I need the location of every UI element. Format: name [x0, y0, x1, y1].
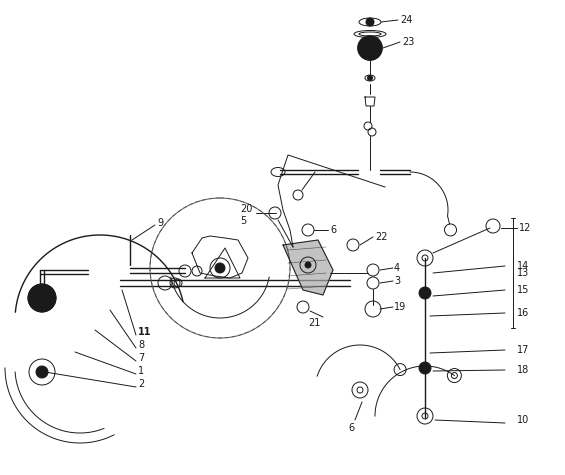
- Text: 16: 16: [517, 308, 529, 318]
- Circle shape: [366, 18, 374, 26]
- Circle shape: [215, 263, 225, 273]
- Text: 1: 1: [138, 366, 144, 376]
- Text: 22: 22: [375, 232, 388, 242]
- Text: 20: 20: [240, 204, 253, 214]
- Text: 18: 18: [517, 365, 529, 375]
- Text: 24: 24: [400, 15, 412, 25]
- Polygon shape: [283, 240, 333, 295]
- Text: 2: 2: [138, 379, 144, 389]
- Text: 6: 6: [348, 423, 354, 433]
- Text: 13: 13: [517, 268, 529, 278]
- Text: 12: 12: [519, 223, 531, 233]
- Text: 4: 4: [394, 263, 400, 273]
- Text: 3: 3: [394, 276, 400, 286]
- Circle shape: [419, 362, 431, 374]
- Circle shape: [367, 76, 372, 80]
- Text: 5: 5: [240, 216, 246, 226]
- Circle shape: [28, 284, 56, 312]
- Circle shape: [305, 262, 311, 268]
- Text: 7: 7: [138, 353, 144, 363]
- Text: 9: 9: [157, 218, 163, 228]
- Circle shape: [36, 366, 48, 378]
- Circle shape: [419, 287, 431, 299]
- Text: 11: 11: [138, 327, 151, 337]
- Circle shape: [358, 36, 382, 60]
- Text: 17: 17: [517, 345, 529, 355]
- Text: 19: 19: [394, 302, 406, 312]
- Text: 8: 8: [138, 340, 144, 350]
- Text: 10: 10: [517, 415, 529, 425]
- Text: 23: 23: [402, 37, 414, 47]
- Text: 6: 6: [330, 225, 336, 235]
- Text: 21: 21: [308, 318, 320, 328]
- Text: 15: 15: [517, 285, 529, 295]
- Text: 14: 14: [517, 261, 529, 271]
